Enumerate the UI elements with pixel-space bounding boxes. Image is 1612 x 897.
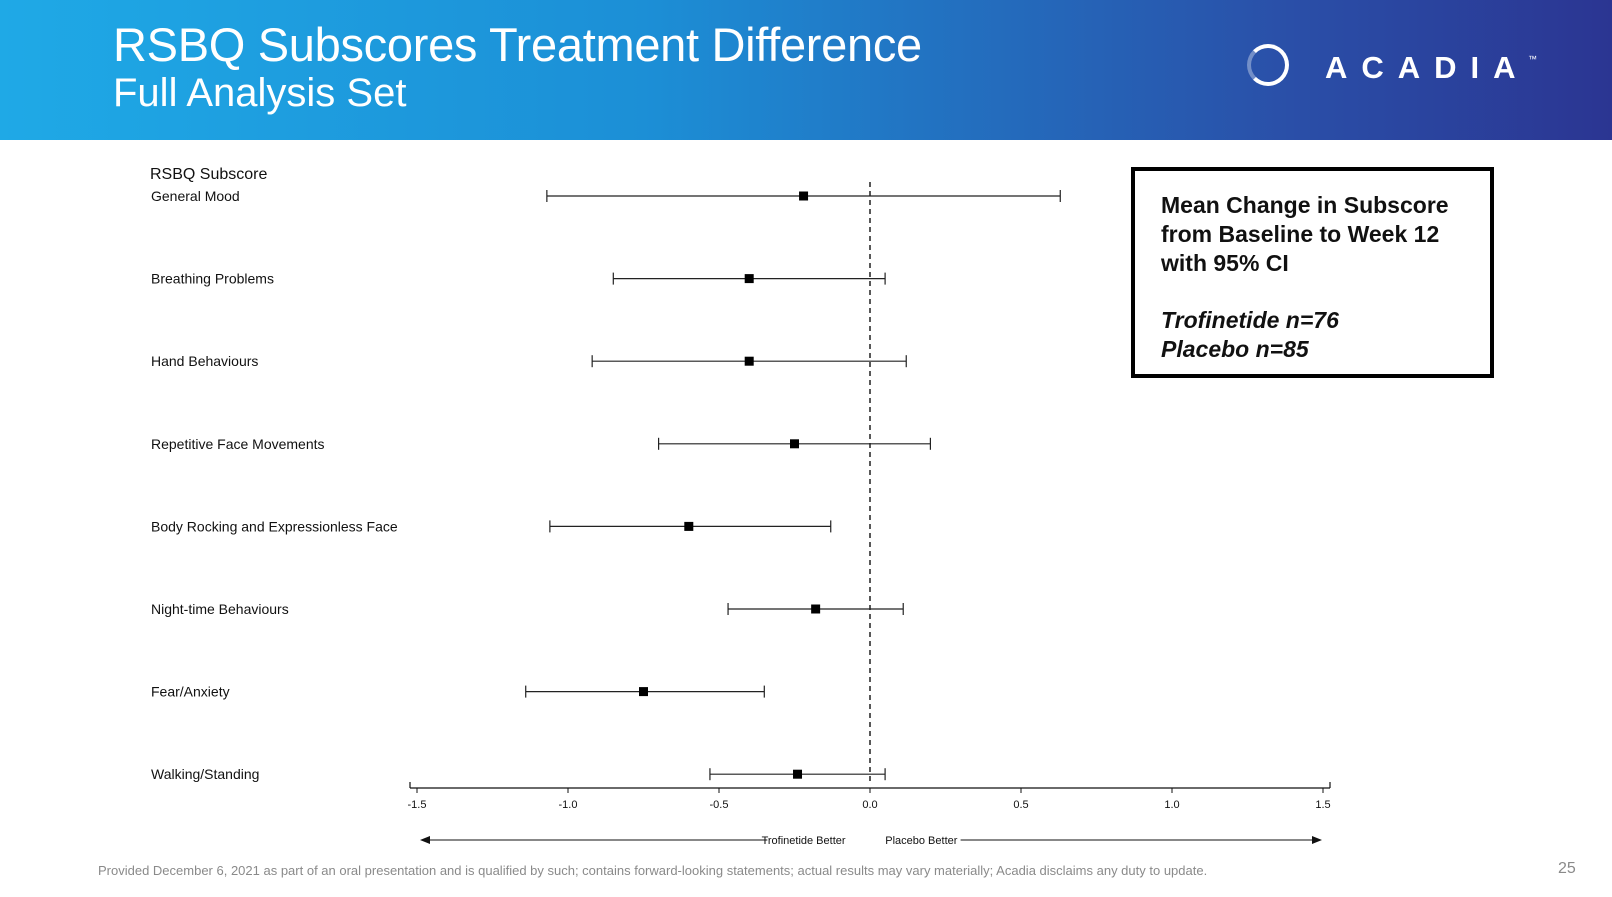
direction-label-right: Placebo Better (885, 835, 957, 847)
legend-box: Mean Change in Subscore from Baseline to… (1131, 167, 1494, 378)
row-label: Fear/Anxiety (151, 684, 230, 700)
legend-spacer (1161, 278, 1490, 306)
legend-line-3: with 95% CI (1161, 250, 1289, 276)
estimate-point (639, 687, 648, 697)
legend-line-1: Mean Change in Subscore (1161, 192, 1449, 218)
estimate-point (684, 521, 694, 531)
x-tick-label: 1.0 (1164, 799, 1179, 811)
legend-treatment-n: Trofinetide n=76 (1161, 307, 1339, 333)
legend-placebo-n: Placebo n=85 (1161, 336, 1309, 362)
row-header-label: RSBQ Subscore (150, 166, 267, 183)
row-label: General Mood (151, 188, 240, 204)
slide-title: RSBQ Subscores Treatment Difference (113, 18, 922, 71)
arrowhead-right (1312, 836, 1322, 844)
arrowhead-left (420, 836, 430, 844)
acadia-logo: ACADIA ™ (1243, 40, 1603, 100)
x-tick-label: -1.0 (559, 799, 578, 811)
direction-label-left: Trofinetide Better (762, 835, 846, 847)
estimate-point (744, 356, 754, 366)
x-tick-label: -1.5 (408, 799, 427, 811)
row-label: Body Rocking and Expressionless Face (151, 518, 398, 534)
logo-trademark: ™ (1528, 54, 1537, 64)
x-tick-label: -0.5 (710, 799, 729, 811)
slide-subtitle: Full Analysis Set (113, 71, 407, 115)
forest-plot: RSBQ Subscore General Mood Breathing Prob… (150, 166, 1331, 847)
row-label: Repetitive Face Movements (151, 436, 325, 452)
logo-text: ACADIA (1325, 50, 1530, 85)
estimate-point (799, 191, 809, 201)
page-number: 25 (1558, 860, 1576, 877)
estimate-point (811, 604, 821, 614)
estimate-point (793, 769, 803, 779)
header-banner: RSBQ Subscores Treatment Difference Full… (0, 0, 1612, 140)
row-label: Night-time Behaviours (151, 601, 289, 617)
footer-disclaimer: Provided December 6, 2021 as part of an … (98, 863, 1208, 878)
legend-line-2: from Baseline to Week 12 (1161, 221, 1440, 247)
estimate-point (790, 439, 799, 449)
row-label: Hand Behaviours (151, 353, 258, 369)
x-tick-label: 1.5 (1315, 799, 1330, 811)
row-label: Breathing Problems (151, 271, 274, 287)
logo-ring-icon (1247, 44, 1289, 86)
row-label: Walking/Standing (151, 766, 259, 782)
estimate-point (744, 274, 754, 284)
x-tick-label: 0.5 (1013, 799, 1028, 811)
x-tick-label: 0.0 (862, 799, 877, 811)
